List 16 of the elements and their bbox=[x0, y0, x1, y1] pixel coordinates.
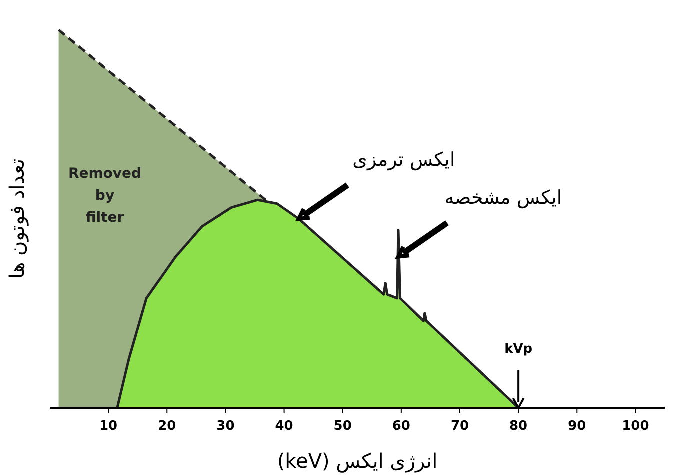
annotation: ایکس مشخصه bbox=[444, 186, 562, 209]
x-tick-label: 100 bbox=[622, 419, 650, 434]
x-tick-label: 60 bbox=[392, 419, 410, 434]
x-tick-label: 50 bbox=[334, 419, 352, 434]
x-axis-title: انرژی ایکس (keV) bbox=[277, 449, 438, 473]
x-tick-label: 30 bbox=[216, 419, 235, 434]
annotation: ایکس ترمزی bbox=[352, 149, 456, 171]
x-tick-label: 70 bbox=[450, 419, 470, 434]
x-tick-label: 40 bbox=[275, 419, 294, 434]
x-tick-label: 10 bbox=[100, 419, 118, 434]
x-tick-label: 80 bbox=[510, 419, 528, 434]
annotation: Removed by filter bbox=[68, 166, 142, 226]
y-axis-title: تعداد فوتون ها bbox=[5, 158, 29, 280]
annotation: kVp bbox=[504, 342, 533, 357]
x-tick-label: 20 bbox=[158, 419, 176, 434]
x-tick-label: 90 bbox=[568, 419, 586, 434]
